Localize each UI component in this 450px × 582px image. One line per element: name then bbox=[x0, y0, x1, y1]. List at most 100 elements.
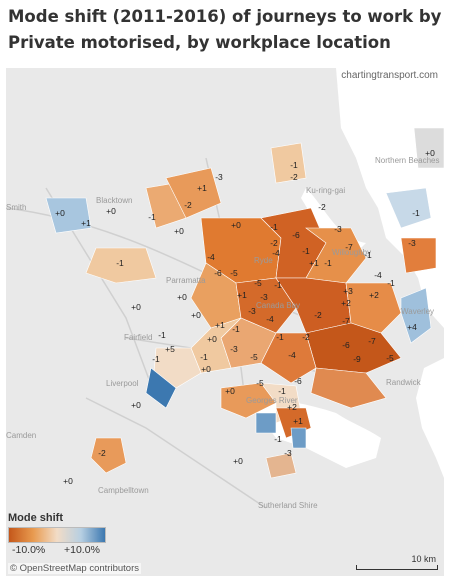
place-smith: Smith bbox=[6, 203, 26, 212]
scale-bar-line bbox=[356, 565, 438, 570]
value-label: +1 bbox=[293, 416, 303, 426]
value-label: -2 bbox=[184, 200, 192, 210]
value-label: -4 bbox=[207, 252, 215, 262]
value-label: -3 bbox=[248, 306, 256, 316]
value-label: -7 bbox=[345, 242, 353, 252]
value-label: -1 bbox=[324, 258, 332, 268]
value-label: +1 bbox=[215, 320, 225, 330]
place-randwick: Randwick bbox=[386, 378, 422, 387]
value-label: -7 bbox=[342, 316, 350, 326]
value-label: -4 bbox=[374, 270, 382, 280]
value-label: -3 bbox=[408, 238, 416, 248]
value-label: +0 bbox=[231, 220, 241, 230]
value-label: +4 bbox=[407, 322, 417, 332]
place-blacktown: Blacktown bbox=[96, 196, 132, 205]
regions bbox=[45, 127, 444, 479]
value-label: +0 bbox=[106, 206, 116, 216]
value-label: -1 bbox=[200, 352, 208, 362]
value-label: -5 bbox=[256, 378, 264, 388]
value-label: -3 bbox=[260, 292, 268, 302]
value-label: -1 bbox=[278, 386, 286, 396]
value-label: -2 bbox=[98, 448, 106, 458]
value-label: +0 bbox=[55, 208, 65, 218]
value-label: -7 bbox=[368, 336, 376, 346]
legend-min-label: -10.0% bbox=[12, 544, 46, 556]
value-label: -2 bbox=[290, 172, 298, 182]
value-label: -1 bbox=[274, 434, 282, 444]
value-label: -4 bbox=[266, 314, 274, 324]
place-waverley: Waverley bbox=[401, 307, 434, 316]
place-willoughby: Willoughby bbox=[332, 248, 371, 257]
credit-text: chartingtransport.com bbox=[341, 70, 438, 81]
place-fairfield: Fairfield bbox=[124, 333, 152, 342]
value-labels: +0 -1 -2 -3 +1 +0 +0 -1 +1 +0 -2 -2 -3 -… bbox=[55, 148, 435, 486]
value-label: -5 bbox=[250, 352, 258, 362]
place-canada-bay: Canada Bay bbox=[256, 301, 300, 310]
value-label: -1 bbox=[148, 212, 156, 222]
place-ku-ring-gai: Ku-ring-gai bbox=[306, 186, 345, 195]
value-label: +0 bbox=[425, 148, 435, 158]
value-label: -2 bbox=[318, 202, 326, 212]
value-label: -1 bbox=[387, 278, 395, 288]
value-label: -2 bbox=[270, 238, 278, 248]
legend: Mode shift -10.0% +10.0% bbox=[8, 512, 112, 558]
value-label: -3 bbox=[215, 172, 223, 182]
value-label: -4 bbox=[288, 350, 296, 360]
value-label: +0 bbox=[207, 334, 217, 344]
value-label: +0 bbox=[201, 364, 211, 374]
place-campbelltown: Campbelltown bbox=[98, 486, 149, 495]
value-label: -3 bbox=[230, 344, 238, 354]
value-label: -1 bbox=[274, 280, 282, 290]
place-parramatta: Parramatta bbox=[166, 276, 206, 285]
value-label: -2 bbox=[314, 310, 322, 320]
value-label: -3 bbox=[334, 224, 342, 234]
value-label: -1 bbox=[232, 324, 240, 334]
value-label: -1 bbox=[290, 160, 298, 170]
place-georges-river: Georges River bbox=[246, 396, 298, 405]
value-label: -1 bbox=[302, 246, 310, 256]
place-northern-beaches: Northern Beaches bbox=[375, 156, 439, 165]
value-label: -2 bbox=[302, 332, 310, 342]
legend-color-ramp bbox=[8, 527, 106, 543]
value-label: -6 bbox=[292, 230, 300, 240]
value-label: +0 bbox=[177, 292, 187, 302]
value-label: +0 bbox=[225, 386, 235, 396]
place-camden: Camden bbox=[6, 431, 36, 440]
value-label: +2 bbox=[341, 298, 351, 308]
value-label: +0 bbox=[131, 302, 141, 312]
scale-bar: 10 km bbox=[356, 554, 438, 570]
middle-harbour bbox=[301, 188, 366, 253]
value-label: -1 bbox=[276, 332, 284, 342]
value-label: -1 bbox=[152, 354, 160, 364]
place-sutherland-shire: Sutherland Shire bbox=[258, 501, 318, 510]
value-label: +0 bbox=[174, 226, 184, 236]
place-labels: Northern Beaches Ku-ring-gai Blacktown R… bbox=[6, 156, 439, 510]
map-title: Mode shift (2011-2016) of journeys to wo… bbox=[8, 7, 442, 52]
value-label: -4 bbox=[272, 248, 280, 258]
legend-max-label: +10.0% bbox=[64, 544, 100, 556]
ocean-south bbox=[416, 358, 444, 478]
value-label: +2 bbox=[287, 402, 297, 412]
value-label: -1 bbox=[158, 330, 166, 340]
place-liverpool: Liverpool bbox=[106, 379, 139, 388]
value-label: +1 bbox=[237, 290, 247, 300]
value-label: -6 bbox=[342, 340, 350, 350]
value-label: +1 bbox=[81, 218, 91, 228]
value-label: +0 bbox=[131, 400, 141, 410]
value-label: -1 bbox=[116, 258, 124, 268]
value-label: -3 bbox=[284, 448, 292, 458]
value-label: -1 bbox=[364, 250, 372, 260]
osm-attribution[interactable]: © OpenStreetMap contributors bbox=[8, 563, 141, 574]
value-label: -1 bbox=[412, 208, 420, 218]
value-label: -5 bbox=[254, 278, 262, 288]
scale-bar-label: 10 km bbox=[411, 554, 436, 564]
value-label: +0 bbox=[191, 310, 201, 320]
map-area[interactable]: Northern Beaches Ku-ring-gai Blacktown R… bbox=[6, 68, 444, 576]
value-label: -5 bbox=[386, 353, 394, 363]
value-label: -6 bbox=[214, 268, 222, 278]
choropleth-map: Northern Beaches Ku-ring-gai Blacktown R… bbox=[6, 68, 444, 510]
value-label: -9 bbox=[353, 354, 361, 364]
value-label: +1 bbox=[197, 183, 207, 193]
value-label: +0 bbox=[233, 456, 243, 466]
value-label: +5 bbox=[165, 344, 175, 354]
